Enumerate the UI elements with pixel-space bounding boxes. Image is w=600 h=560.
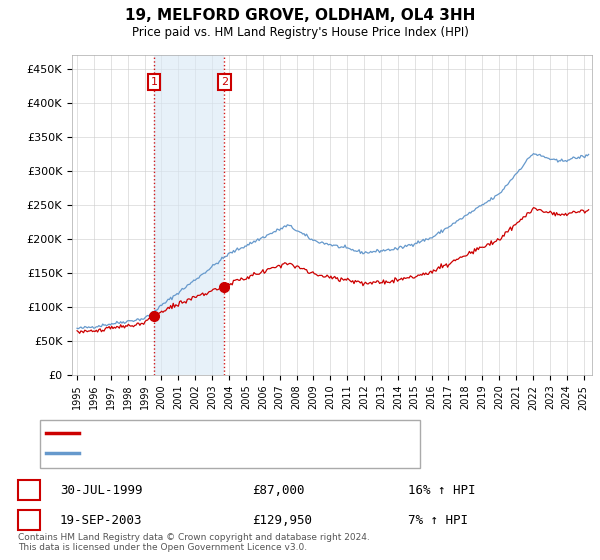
Text: 2: 2 bbox=[25, 514, 33, 526]
Text: 7% ↑ HPI: 7% ↑ HPI bbox=[408, 514, 468, 526]
Text: 19, MELFORD GROVE, OLDHAM, OL4 3HH (detached house): 19, MELFORD GROVE, OLDHAM, OL4 3HH (deta… bbox=[88, 428, 421, 438]
Text: Price paid vs. HM Land Registry's House Price Index (HPI): Price paid vs. HM Land Registry's House … bbox=[131, 26, 469, 39]
Text: 30-JUL-1999: 30-JUL-1999 bbox=[60, 483, 143, 497]
Text: 19-SEP-2003: 19-SEP-2003 bbox=[60, 514, 143, 526]
Text: £87,000: £87,000 bbox=[252, 483, 305, 497]
Text: 19, MELFORD GROVE, OLDHAM, OL4 3HH: 19, MELFORD GROVE, OLDHAM, OL4 3HH bbox=[125, 8, 475, 23]
Text: 16% ↑ HPI: 16% ↑ HPI bbox=[408, 483, 476, 497]
Text: 1: 1 bbox=[25, 483, 33, 497]
Text: Contains HM Land Registry data © Crown copyright and database right 2024.
This d: Contains HM Land Registry data © Crown c… bbox=[18, 533, 370, 552]
Text: 2: 2 bbox=[221, 77, 228, 87]
Bar bbox=[154, 55, 224, 375]
Text: £129,950: £129,950 bbox=[252, 514, 312, 526]
Text: 1: 1 bbox=[151, 77, 158, 87]
Text: HPI: Average price, detached house, Oldham: HPI: Average price, detached house, Oldh… bbox=[88, 448, 338, 458]
